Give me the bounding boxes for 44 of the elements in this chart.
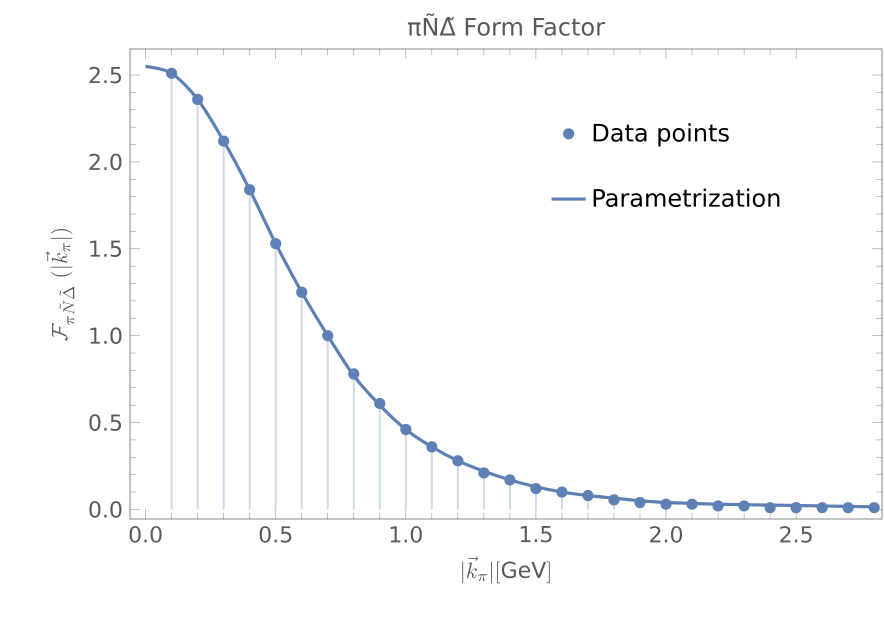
y-tick-label: 0.5 — [89, 414, 122, 431]
y-tick-label: 1.5 — [90, 240, 122, 257]
point — [322, 330, 334, 342]
x-tick-label: 0.0 — [130, 526, 162, 543]
point — [192, 94, 204, 105]
point — [842, 502, 854, 514]
point — [166, 68, 178, 79]
point — [270, 238, 282, 250]
point — [530, 482, 542, 494]
point — [738, 500, 750, 512]
point — [348, 368, 360, 380]
y-axis-title: $\mathcal{F}_{\pi\tilde{N}\tilde{\Delta}}\;(|\vec{k}_{\pi}|)$ — [46, 228, 74, 341]
point — [556, 486, 568, 498]
x-tick-label: 1.5 — [520, 526, 552, 542]
y-tick-label: 1.0 — [90, 327, 122, 344]
point — [582, 490, 594, 502]
point — [608, 494, 620, 506]
point — [452, 455, 464, 466]
y-tick-label: 2.5 — [90, 66, 122, 84]
point — [426, 441, 438, 452]
point — [686, 498, 698, 510]
y-tick-label: 2.0 — [90, 154, 122, 170]
point — [244, 184, 256, 196]
point — [634, 496, 646, 508]
point — [218, 135, 230, 147]
point — [478, 467, 490, 479]
y-tick-label: 0.0 — [89, 501, 122, 518]
point — [400, 424, 412, 436]
legend-label: Data points — [594, 123, 729, 146]
x-tick-label: 2.5 — [780, 526, 812, 543]
point — [790, 502, 802, 514]
x-axis-title: $|\vec{k}_{\pi}|[\mathrm{GeV}]$ — [462, 556, 550, 584]
point — [660, 498, 672, 510]
point — [764, 502, 776, 514]
x-tick-label: 2.0 — [650, 526, 682, 543]
x-tick-label: 1.0 — [390, 526, 422, 543]
point — [712, 500, 724, 512]
point — [374, 398, 386, 410]
x-tick-label: 0.5 — [260, 526, 292, 543]
point — [816, 502, 828, 514]
point — [504, 474, 516, 486]
legend-label: Parametrization — [594, 188, 780, 207]
point — [296, 286, 308, 298]
chart-title: πÑΔ̃ Form Factor — [408, 13, 606, 36]
